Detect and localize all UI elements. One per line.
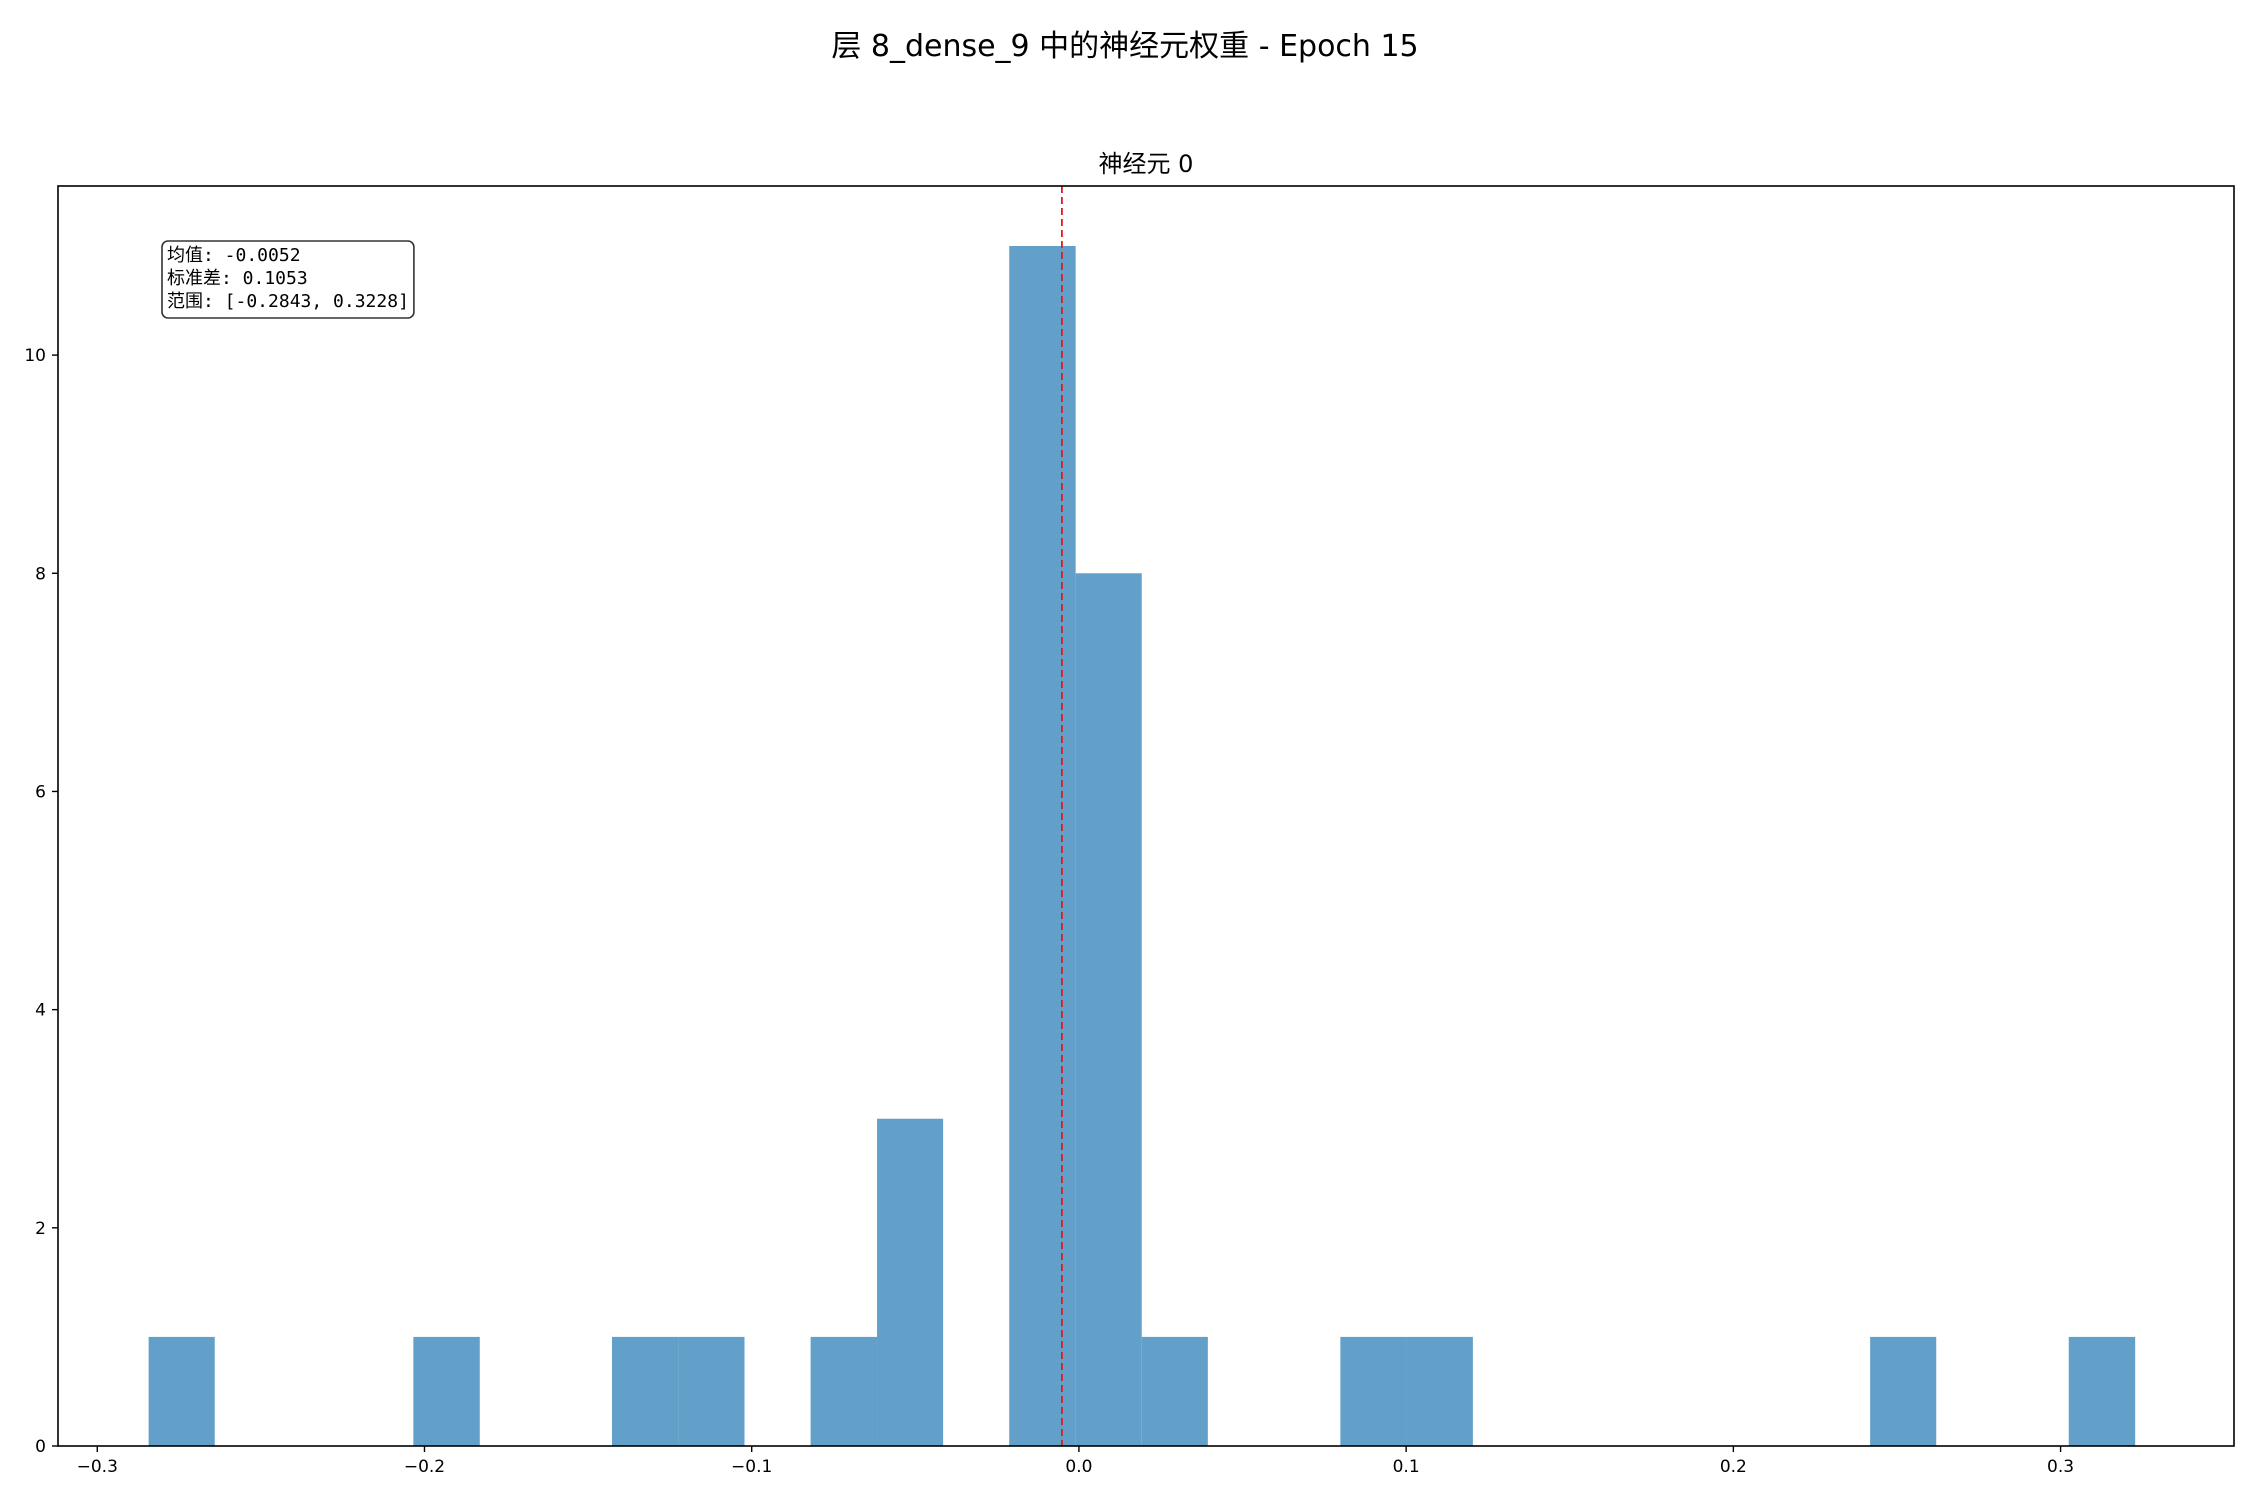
x-tick-label: 0.3 [2047,1457,2074,1477]
histogram-bar [1340,1336,1407,1446]
stats-box-frame [161,240,415,319]
histogram-bar [611,1336,679,1446]
histogram-bar [1406,1336,1473,1446]
stats-std: 标准差: 0.1053 [167,268,308,289]
y-tick-label: 0 [35,1437,46,1457]
y-tick-label: 6 [35,782,46,802]
x-tick-label: −0.1 [731,1457,772,1477]
histogram-bar [148,1336,215,1446]
histogram-bar [2068,1336,2136,1446]
histogram-bars [148,246,2136,1446]
y-tick-label: 8 [35,564,46,584]
y-axis: 0 2 4 6 8 10 [24,346,58,1457]
axes-title: 神经元 0 [1099,150,1194,178]
histogram-bar [1141,1336,1208,1446]
histogram-bar [678,1336,745,1446]
histogram-bar [1870,1336,1937,1446]
x-axis: −0.3 −0.2 −0.1 0.0 0.1 0.2 0.3 [77,1446,2074,1477]
axes-frame [57,185,2235,1447]
figure-title: 层 8_dense_9 中的神经元权重 - Epoch 15 [831,29,1418,64]
histogram-bar [877,1118,944,1446]
stats-range: 范围: [-0.2843, 0.3228] [167,291,409,312]
x-tick-label: −0.2 [404,1457,445,1477]
stats-box: 均值: -0.0052 标准差: 0.1053 范围: [-0.2843, 0.… [161,240,415,319]
x-tick-label: −0.3 [77,1457,118,1477]
x-tick-label: 0.2 [1720,1457,1747,1477]
histogram-bar [810,1336,878,1446]
stats-mean: 均值: -0.0052 [167,245,301,266]
y-tick-label: 4 [35,1001,46,1021]
y-tick-label: 10 [24,346,46,366]
x-tick-label: 0.0 [1065,1457,1092,1477]
y-tick-label: 2 [35,1219,46,1239]
histogram-bar [413,1336,480,1446]
histogram-bar [1009,246,1076,1446]
x-tick-label: 0.1 [1393,1457,1420,1477]
histogram-bar [1075,573,1142,1446]
